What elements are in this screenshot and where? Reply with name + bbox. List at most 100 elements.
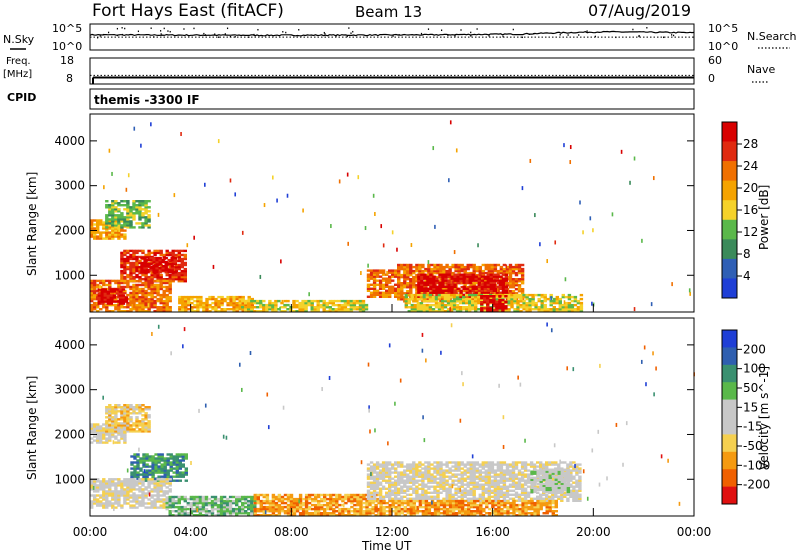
heatmap-cell — [448, 493, 452, 496]
heatmap-cell — [148, 455, 152, 458]
heatmap-cell — [231, 499, 236, 503]
heatmap-cell — [165, 500, 169, 503]
heatmap-cell — [253, 510, 257, 513]
heatmap-cell — [96, 231, 100, 234]
heatmap-cell — [117, 218, 121, 221]
heatmap-cell — [369, 283, 374, 286]
heatmap-cell — [466, 263, 470, 267]
heatmap-cell — [93, 285, 97, 289]
heatmap-cell — [495, 305, 499, 308]
heatmap-cell — [486, 299, 490, 302]
heatmap-cell — [406, 481, 410, 484]
heatmap-cell — [189, 512, 194, 515]
power-heatmap — [90, 120, 691, 313]
heatmap-cell — [528, 303, 532, 307]
heatmap-cell — [135, 287, 139, 291]
colorbar-swatch — [722, 278, 737, 299]
heatmap-cell — [169, 469, 173, 472]
heatmap-cell — [372, 477, 377, 480]
heatmap-cell — [147, 283, 151, 287]
heatmap-cell — [420, 287, 424, 290]
heatmap-cell — [97, 298, 101, 301]
heatmap-cell — [195, 503, 200, 507]
heatmap-cell — [129, 216, 133, 219]
heatmap-cell — [147, 406, 151, 409]
heatmap-cell — [238, 507, 242, 511]
heatmap-cell — [431, 303, 436, 307]
heatmap-cell — [353, 497, 357, 501]
heatmap-speck — [150, 122, 152, 127]
heatmap-cell — [413, 308, 417, 311]
heatmap-cell — [403, 465, 407, 468]
heatmap-cell — [195, 514, 200, 517]
heatmap-cell — [513, 295, 517, 299]
heatmap-cell — [222, 499, 227, 503]
heatmap-cell — [311, 514, 315, 517]
heatmap-cell — [323, 510, 327, 513]
heatmap-cell — [211, 306, 215, 309]
heatmap-cell — [436, 481, 440, 484]
heatmap-cell — [320, 514, 324, 517]
heatmap-cell — [486, 291, 490, 294]
heatmap-cell — [165, 308, 169, 311]
heatmap-cell — [153, 253, 157, 257]
heatmap-cell — [388, 497, 392, 500]
heatmap-cell — [531, 297, 535, 301]
heatmap-cell — [502, 269, 507, 273]
heatmap-cell — [415, 469, 419, 472]
heatmap-speck — [453, 250, 456, 255]
heatmap-cell — [564, 310, 568, 313]
heatmap-cell — [374, 514, 378, 517]
heatmap-cell — [314, 499, 318, 503]
heatmap-cell — [117, 204, 121, 207]
heatmap-cell — [433, 267, 437, 271]
heatmap-cell — [151, 457, 155, 460]
heatmap-cell — [141, 283, 145, 287]
heatmap-cell — [436, 465, 440, 468]
heatmap-cell — [471, 303, 475, 307]
heatmap-cell — [144, 200, 148, 203]
heatmap-cell — [489, 285, 493, 288]
heatmap-cell — [175, 465, 179, 468]
heatmap-cell — [421, 477, 425, 480]
heatmap-cell — [174, 514, 178, 517]
heatmap-cell — [511, 269, 516, 273]
heatmap-cell — [460, 491, 464, 494]
heatmap-cell — [147, 426, 151, 429]
heatmap-cell — [120, 494, 124, 497]
heatmap-cell — [394, 487, 398, 490]
colorbar-swatch — [722, 180, 737, 201]
heatmap-cell — [192, 514, 197, 517]
heatmap-cell — [184, 303, 188, 307]
heatmap-cell — [90, 308, 94, 311]
heatmap-cell — [501, 273, 506, 276]
heatmap-cell — [235, 512, 239, 515]
heatmap-cell — [394, 481, 398, 484]
heatmap-cell — [430, 491, 434, 494]
heatmap-cell — [177, 249, 181, 253]
heatmap-cell — [304, 512, 309, 515]
heatmap-cell — [120, 429, 124, 432]
heatmap-cell — [511, 265, 516, 269]
heatmap-cell — [159, 310, 163, 313]
heatmap-cell — [400, 294, 404, 297]
heatmap-cell — [433, 479, 437, 482]
heatmap-cell — [111, 233, 115, 236]
heatmap-cell — [135, 291, 139, 295]
heatmap-cell — [205, 303, 209, 307]
heatmap-cell — [295, 510, 300, 513]
heatmap-speck — [449, 120, 452, 125]
heatmap-cell — [223, 310, 227, 313]
heatmap-cell — [144, 492, 148, 495]
heatmap-cell — [126, 418, 130, 421]
heatmap-cell — [141, 297, 145, 301]
heatmap-cell — [156, 496, 160, 499]
heatmap-cell — [484, 280, 488, 283]
heatmap-cell — [520, 273, 525, 277]
heatmap-cell — [162, 498, 166, 501]
heatmap-cell — [158, 262, 162, 266]
heatmap-cell — [141, 202, 145, 205]
cpid-label: CPID — [7, 91, 36, 104]
heatmap-cell — [132, 406, 136, 409]
heatmap-cell — [462, 306, 466, 309]
